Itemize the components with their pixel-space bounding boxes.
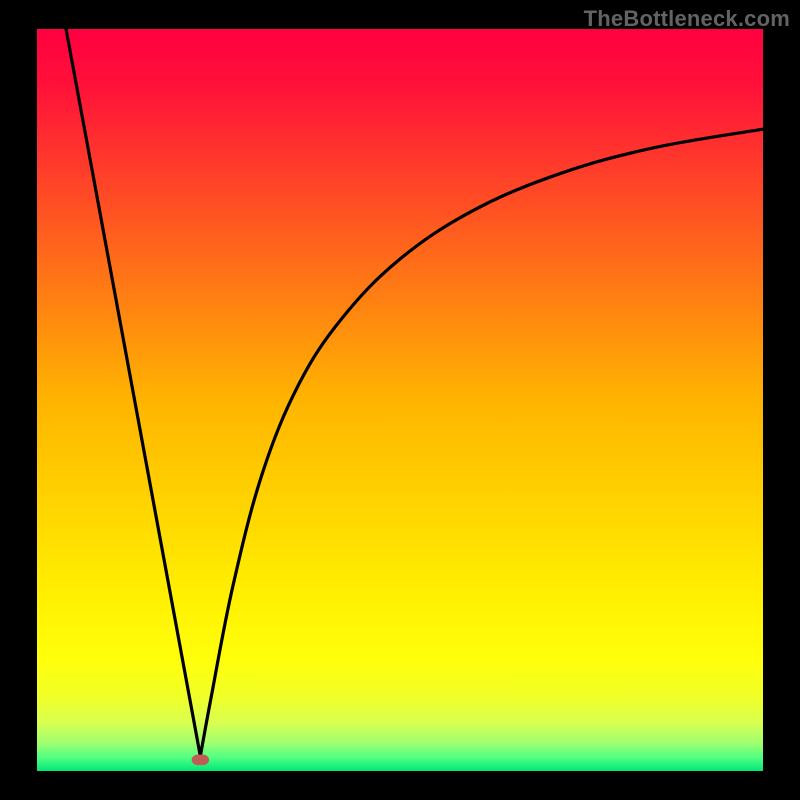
watermark-text: TheBottleneck.com (584, 6, 790, 32)
plot-background (37, 29, 763, 771)
minimum-marker (192, 755, 209, 765)
chart-frame: TheBottleneck.com (0, 0, 800, 800)
bottleneck-chart (0, 0, 800, 800)
